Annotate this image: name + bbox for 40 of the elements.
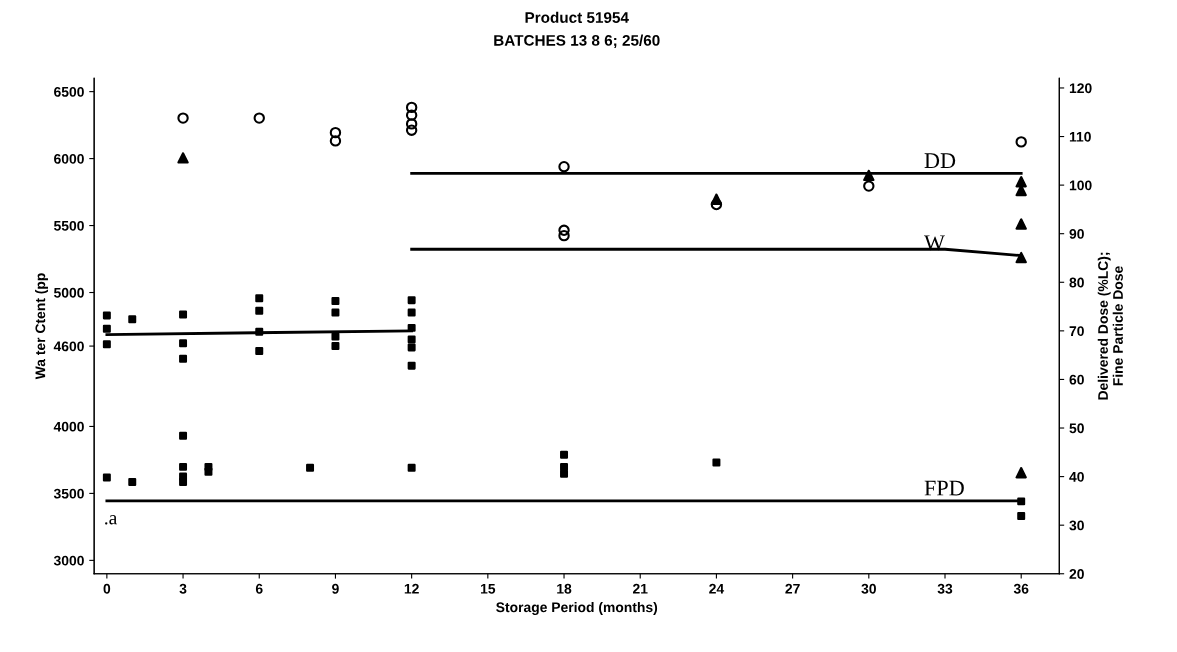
- x-tick-label: 33: [937, 583, 953, 594]
- y2-tick-label: 80: [1069, 277, 1084, 288]
- y2-tick-label: 90: [1069, 229, 1084, 239]
- y2-tick-label: 30: [1069, 520, 1084, 531]
- y2-tick-label: 70: [1069, 326, 1084, 337]
- x-tick-label: 36: [1013, 583, 1029, 594]
- annotation: .a: [105, 515, 118, 525]
- y2-tick-label: 120: [1069, 83, 1092, 94]
- series-label: DD: [924, 153, 956, 168]
- y-tick-label: 5500: [53, 220, 84, 231]
- y2-tick-label: 40: [1069, 471, 1084, 482]
- y-axis-title: Wa ter Ctent (pp: [35, 273, 48, 380]
- y-tick-label: 3500: [53, 488, 84, 499]
- y-tick-label: 5000: [53, 287, 84, 298]
- y2-tick-label: 100: [1069, 180, 1092, 191]
- y2-axis-title: Delivered Dose (%LC); Fine Particle Dose: [1097, 252, 1123, 400]
- x-tick-label: 3: [179, 583, 187, 594]
- y-tick-label: 4600: [53, 341, 84, 352]
- x-tick-label: 24: [709, 583, 725, 594]
- y2-tick-label: 110: [1069, 131, 1091, 142]
- y2-tick-label: 60: [1069, 374, 1084, 385]
- y-tick-label: 6000: [54, 153, 84, 164]
- y2-tick-label: 20: [1069, 569, 1084, 579]
- y2-tick-label: 50: [1069, 423, 1084, 434]
- series-label: FPD: [924, 480, 964, 496]
- x-tick-label: 27: [785, 583, 800, 594]
- y-tick-label: 6500: [54, 86, 84, 97]
- chart-subtitle: BATCHES 13 8 6; 25/60: [494, 34, 660, 49]
- x-tick-label: 18: [557, 583, 572, 594]
- x-tick-label: 21: [632, 583, 648, 594]
- x-tick-label: 6: [255, 583, 263, 594]
- x-tick-label: 9: [332, 583, 339, 594]
- x-tick-label: 12: [404, 583, 419, 594]
- x-tick-label: 30: [861, 583, 876, 594]
- y-tick-label: 3000: [53, 555, 84, 566]
- x-tick-label: 15: [480, 583, 496, 594]
- x-tick-label: 0: [103, 583, 111, 594]
- chart-title: Product 51954: [525, 11, 629, 23]
- y-tick-label: 4000: [53, 421, 84, 432]
- x-axis-title: Storage Period (months): [496, 601, 658, 615]
